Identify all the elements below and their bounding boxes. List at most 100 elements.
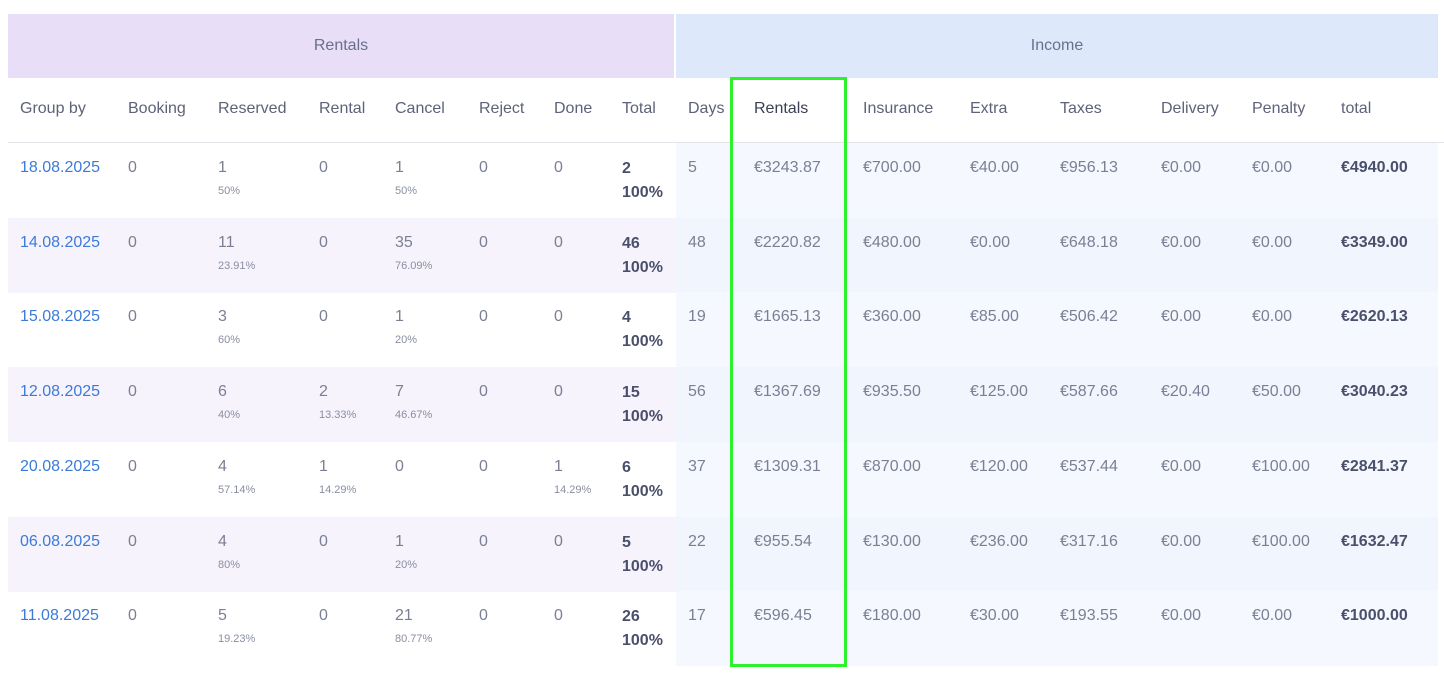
col-rental[interactable]: Rental: [319, 100, 366, 117]
cell-rental: 0: [319, 308, 328, 334]
cell-taxes: €648.18: [1060, 233, 1118, 251]
row-date-link[interactable]: 06.08.2025: [20, 532, 101, 550]
cell-cancel: 1 20%: [395, 308, 417, 346]
cell-cancel-value: 1: [395, 159, 404, 176]
cell-total-pct: 100%: [622, 408, 663, 426]
cell-reject: 0: [479, 607, 488, 625]
row-bg-rentals: [8, 516, 676, 592]
cell-reserved-value: 4: [218, 457, 227, 475]
col-rentals-income[interactable]: Rentals: [754, 100, 809, 117]
cell-rental-value: 0: [319, 159, 328, 176]
cell-insurance: €935.50: [863, 383, 921, 401]
cell-cancel-value: 1: [395, 308, 404, 326]
cell-cancel-pct: 80.77%: [395, 633, 433, 646]
cell-reject: 0: [479, 233, 488, 251]
cell-reserved: 5 19.23%: [218, 607, 255, 645]
row-bg-rentals: [8, 367, 676, 443]
cell-reserved: 1 50%: [218, 159, 240, 197]
row-date-link[interactable]: 15.08.2025: [20, 308, 101, 326]
cell-cancel-value: 21: [395, 607, 413, 625]
cell-total: 5 100%: [622, 531, 663, 579]
cell-rental-value: 0: [319, 607, 328, 625]
cell-income-total: €1632.47: [1341, 532, 1408, 550]
cell-booking: 0: [128, 457, 137, 475]
cell-booking: 0: [128, 532, 137, 550]
cell-reject: 0: [479, 159, 488, 176]
table-row: 06.08.2025 0 4 80% 0 1 20% 0 0 5 100% 22 €9…: [0, 516, 1444, 592]
cell-reserved-value: 1: [218, 159, 227, 176]
cell-insurance: €870.00: [863, 457, 921, 475]
cell-delivery: €0.00: [1161, 308, 1202, 326]
row-bg-income: [676, 143, 1438, 218]
col-done[interactable]: Done: [554, 100, 593, 117]
col-group-by[interactable]: Group by: [20, 100, 86, 117]
row-date-link[interactable]: 18.08.2025: [20, 159, 101, 176]
col-total[interactable]: Total: [622, 100, 656, 117]
col-reserved[interactable]: Reserved: [218, 100, 287, 117]
cell-days: 17: [688, 607, 706, 625]
cell-done-value: 0: [554, 159, 563, 176]
cell-cancel: 21 80.77%: [395, 607, 432, 645]
cell-done: 0: [554, 308, 563, 334]
cell-taxes: €956.13: [1060, 159, 1118, 176]
row-date-link[interactable]: 11.08.2025: [20, 607, 99, 625]
col-days[interactable]: Days: [688, 100, 725, 117]
row-bg-income: [676, 217, 1438, 293]
cell-reserved-pct: 80%: [218, 558, 241, 571]
cell-total-value: 6: [622, 458, 631, 476]
cell-reserved: 4 80%: [218, 533, 240, 571]
col-penalty[interactable]: Penalty: [1252, 100, 1306, 117]
cell-delivery: €0.00: [1161, 607, 1202, 625]
cell-rental-value: 0: [319, 308, 328, 326]
col-income-total[interactable]: total: [1341, 100, 1372, 117]
cell-total-pct: 100%: [622, 557, 663, 575]
row-date-link[interactable]: 14.08.2025: [20, 233, 101, 251]
cell-total-value: 2: [622, 160, 631, 177]
cell-rental: 0: [319, 159, 328, 185]
row-bg-income: [676, 516, 1438, 592]
cell-rentals-income: €2220.82: [754, 233, 821, 251]
cell-done: 1 14.29%: [554, 458, 591, 496]
cell-total-pct: 100%: [622, 632, 663, 650]
cell-reserved-value: 4: [218, 532, 227, 550]
cell-done-value: 0: [554, 308, 563, 326]
cell-penalty: €0.00: [1252, 607, 1293, 625]
row-bg-rentals: [8, 292, 676, 367]
cell-delivery: €0.00: [1161, 159, 1202, 176]
cell-taxes: €193.55: [1060, 607, 1118, 625]
cell-extra: €125.00: [970, 383, 1028, 401]
cell-reserved-pct: 19.23%: [218, 633, 256, 646]
col-delivery[interactable]: Delivery: [1161, 100, 1219, 117]
cell-reserved-pct: 57.14%: [218, 483, 256, 496]
cell-extra: €85.00: [970, 308, 1019, 326]
cell-booking: 0: [128, 308, 137, 326]
group-header-income: Income: [676, 14, 1438, 78]
col-cancel[interactable]: Cancel: [395, 100, 445, 117]
cell-extra: €0.00: [970, 233, 1011, 251]
cell-delivery: €0.00: [1161, 532, 1202, 550]
cell-insurance: €130.00: [863, 532, 921, 550]
cell-total-value: 15: [622, 384, 640, 402]
col-taxes[interactable]: Taxes: [1060, 100, 1102, 117]
cell-rentals-income: €955.54: [754, 532, 812, 550]
cell-extra: €120.00: [970, 457, 1028, 475]
cell-booking: 0: [128, 159, 137, 176]
cell-total-pct: 100%: [622, 482, 663, 500]
cell-booking: 0: [128, 233, 137, 251]
cell-rental-value: 0: [319, 233, 328, 251]
cell-reserved: 11 23.91%: [218, 234, 255, 272]
cell-delivery: €0.00: [1161, 457, 1202, 475]
col-reject[interactable]: Reject: [479, 100, 525, 117]
col-extra[interactable]: Extra: [970, 100, 1008, 117]
cell-total: 46 100%: [622, 232, 663, 280]
row-date-link[interactable]: 20.08.2025: [20, 457, 101, 475]
col-insurance[interactable]: Insurance: [863, 100, 934, 117]
col-booking[interactable]: Booking: [128, 100, 186, 117]
row-date-link[interactable]: 12.08.2025: [20, 383, 101, 401]
cell-total-value: 5: [622, 533, 631, 551]
cell-reserved: 6 40%: [218, 383, 240, 421]
cell-days: 19: [688, 308, 706, 326]
cell-done: 0: [554, 607, 563, 633]
cell-rental-value: 2: [319, 383, 328, 401]
cell-cancel-pct: 76.09%: [395, 259, 433, 272]
